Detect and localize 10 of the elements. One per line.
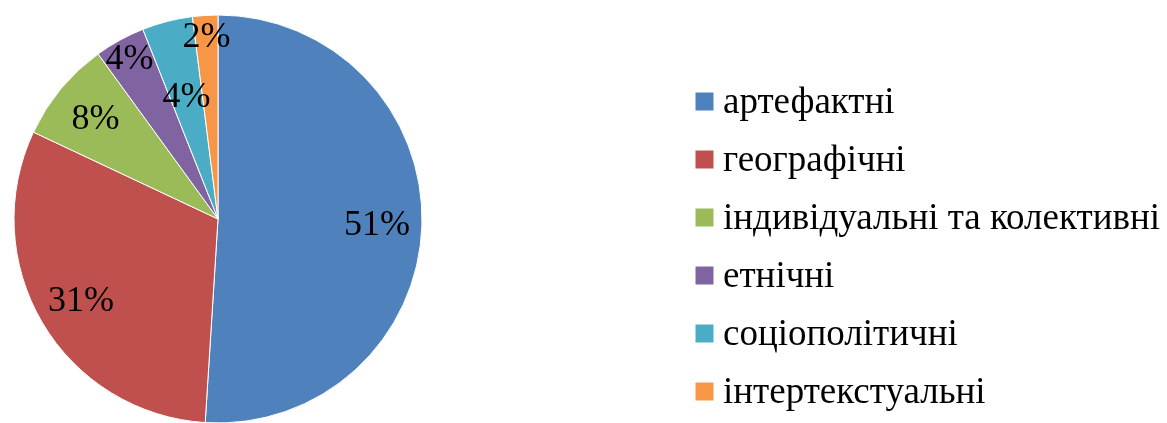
legend-label: інтертекстуальні bbox=[723, 369, 986, 411]
legend-label: географічні bbox=[723, 137, 906, 179]
data-label: 51% bbox=[344, 203, 411, 243]
data-label: 8% bbox=[71, 96, 120, 137]
legend-label: соціополітичні bbox=[723, 311, 958, 353]
legend-label: етнічні bbox=[723, 253, 835, 295]
legend-label: артефактні bbox=[723, 79, 895, 121]
data-label: 4% bbox=[105, 37, 154, 78]
legend-label: індивідуальні та колективні bbox=[723, 195, 1161, 237]
data-label: 31% bbox=[48, 279, 115, 319]
